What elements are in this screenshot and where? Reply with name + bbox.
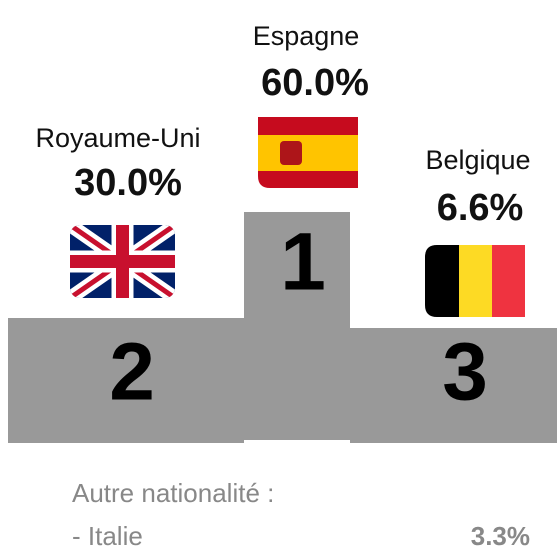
other-heading: Autre nationalité : bbox=[72, 478, 274, 508]
other-country: - Italie bbox=[72, 521, 143, 551]
flag-uk bbox=[70, 225, 175, 298]
country-name: Belgique bbox=[425, 145, 530, 175]
country-share: 30.0% bbox=[74, 162, 182, 204]
country-name: Royaume-Uni bbox=[35, 123, 200, 153]
rank: 3 bbox=[442, 327, 488, 418]
rank: 2 bbox=[109, 327, 155, 418]
country-share: 6.6% bbox=[437, 187, 524, 229]
other-share: 3.3% bbox=[471, 521, 530, 551]
podium-step-2 bbox=[8, 318, 244, 443]
flag-belgium bbox=[425, 245, 525, 317]
country-share: 60.0% bbox=[261, 62, 369, 104]
flag-spain bbox=[258, 117, 358, 188]
rank: 1 bbox=[280, 217, 326, 308]
country-name: Espagne bbox=[253, 21, 360, 51]
podium-step-1 bbox=[244, 212, 350, 440]
podium-step-3 bbox=[350, 328, 557, 443]
